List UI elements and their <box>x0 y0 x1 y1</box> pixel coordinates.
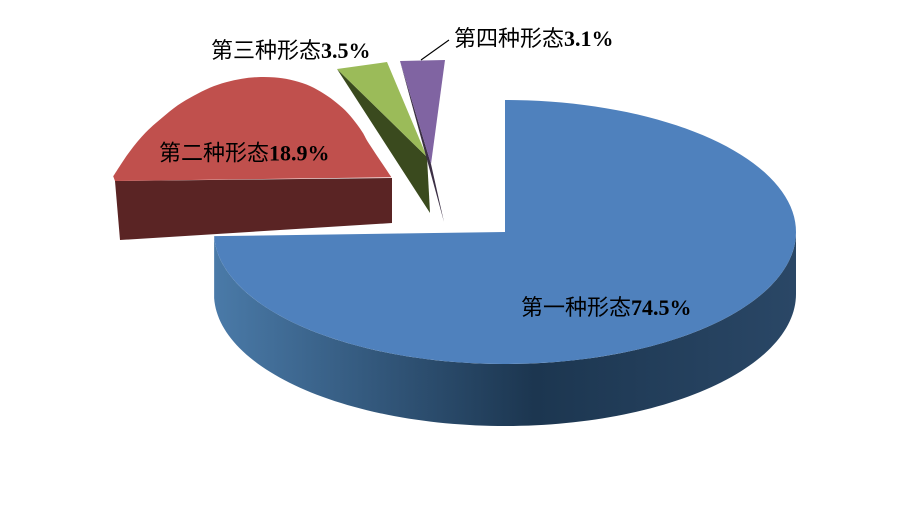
svg-text:第一种形态74.5%: 第一种形态74.5% <box>521 295 692 320</box>
svg-text:第二种形态18.9%: 第二种形态18.9% <box>159 141 330 166</box>
svg-text:第三种形态3.5%: 第三种形态3.5% <box>211 38 371 63</box>
svg-text:第四种形态3.1%: 第四种形态3.1% <box>454 26 614 51</box>
